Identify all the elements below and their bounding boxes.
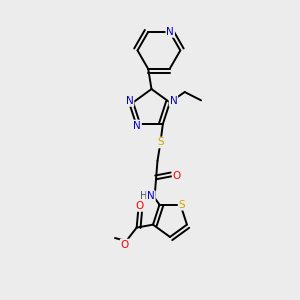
Text: O: O [173,171,181,181]
Text: O: O [121,240,129,250]
Text: N: N [166,27,174,37]
Text: H: H [140,191,148,201]
Text: S: S [157,137,164,147]
Text: O: O [136,201,144,211]
Text: N: N [133,121,141,130]
Text: N: N [126,96,134,106]
Text: S: S [178,200,185,210]
Text: N: N [147,191,155,201]
Text: N: N [169,96,177,106]
